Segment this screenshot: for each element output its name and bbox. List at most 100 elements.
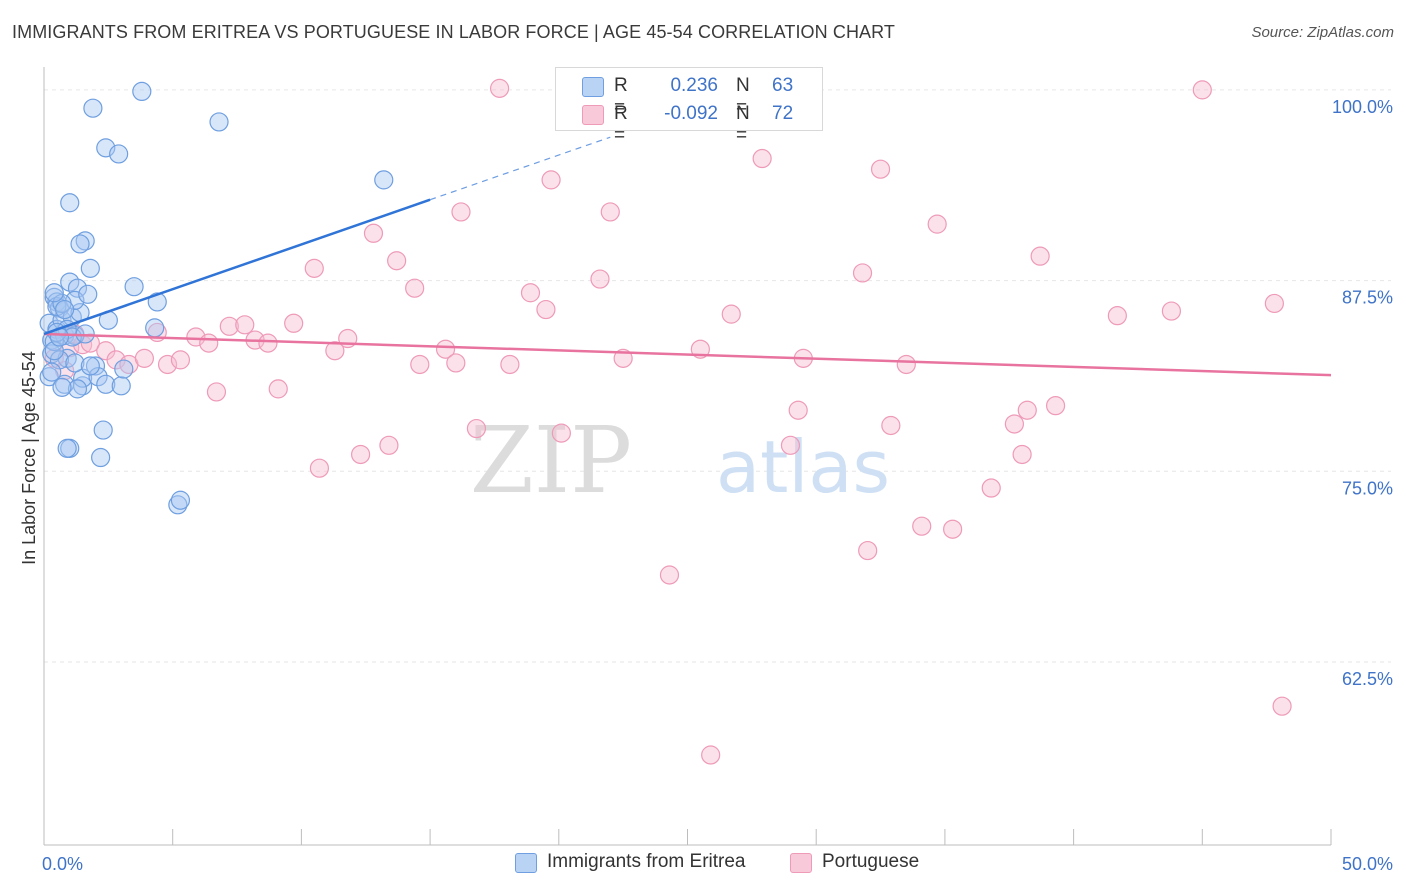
portuguese-point-40 bbox=[541, 170, 561, 190]
y-tick-labels: 100.0% 87.5% 75.0% 62.5% bbox=[1332, 97, 1393, 689]
watermark-atlas: atlas bbox=[716, 425, 890, 509]
eritrea-point-29 bbox=[124, 277, 144, 297]
eritrea-point-60 bbox=[80, 356, 100, 376]
eritrea-point-56 bbox=[54, 299, 75, 320]
eritrea-point-44 bbox=[49, 350, 70, 370]
portuguese-point-5 bbox=[80, 333, 100, 353]
n-value: 63 bbox=[772, 75, 794, 96]
portuguese-point-12 bbox=[170, 350, 191, 370]
eritrea-point-36 bbox=[132, 81, 152, 102]
portuguese-point-45 bbox=[659, 565, 680, 585]
series-eritrea-points bbox=[39, 81, 394, 515]
portuguese-point-21 bbox=[284, 313, 304, 333]
portuguese-trend-line bbox=[43, 332, 1332, 377]
portuguese-point-26 bbox=[351, 444, 371, 465]
portuguese-point-28 bbox=[379, 435, 399, 455]
eritrea-point-57 bbox=[65, 353, 85, 373]
eritrea-point-37 bbox=[145, 318, 165, 338]
portuguese-point-47 bbox=[701, 745, 721, 765]
portuguese-point-9 bbox=[134, 348, 154, 368]
portuguese-point-61 bbox=[943, 519, 963, 539]
n-label: N = bbox=[736, 75, 750, 118]
portuguese-point-65 bbox=[1017, 400, 1037, 420]
trend-lines bbox=[43, 136, 1332, 377]
x-tick-labels: 0.0% 50.0% bbox=[42, 854, 1393, 874]
portuguese-legend-swatch bbox=[790, 853, 812, 873]
n-value: 72 bbox=[772, 103, 794, 124]
eritrea-point-35 bbox=[60, 193, 80, 213]
portuguese-point-38 bbox=[520, 283, 541, 303]
eritrea-point-17 bbox=[67, 278, 88, 298]
portuguese-point-16 bbox=[219, 316, 239, 336]
portuguese-point-15 bbox=[206, 382, 227, 402]
eritrea-trend-line bbox=[43, 198, 431, 336]
eritrea-point-32 bbox=[83, 98, 103, 118]
eritrea-point-34 bbox=[70, 234, 90, 254]
eritrea-point-61 bbox=[44, 283, 64, 303]
r-label: R = bbox=[614, 103, 628, 146]
watermark: ZIP atlas bbox=[470, 407, 890, 514]
portuguese-point-42 bbox=[590, 269, 610, 289]
y-axis-label: In Labor Force | Age 45-54 bbox=[19, 351, 39, 565]
portuguese-point-14 bbox=[199, 333, 219, 353]
portuguese-point-22 bbox=[304, 258, 324, 278]
portuguese-point-34 bbox=[451, 202, 471, 222]
eritrea-point-19 bbox=[73, 368, 93, 388]
r-value: 0.236 bbox=[670, 75, 718, 96]
eritrea-legend-swatch bbox=[515, 853, 537, 873]
eritrea-point-27 bbox=[111, 376, 131, 396]
eritrea-point-28 bbox=[114, 359, 134, 379]
portuguese-point-23 bbox=[309, 458, 330, 478]
n-label: N = bbox=[736, 103, 750, 146]
portuguese-point-60 bbox=[927, 214, 947, 234]
eritrea-point-24 bbox=[96, 374, 116, 394]
eritrea-swatch bbox=[582, 77, 604, 97]
legend-label-eritrea: Immigrants from Eritrea bbox=[547, 851, 746, 872]
portuguese-point-59 bbox=[912, 516, 932, 536]
eritrea-point-48 bbox=[78, 284, 98, 304]
portuguese-point-72 bbox=[1272, 696, 1292, 716]
portuguese-point-50 bbox=[752, 148, 772, 169]
portuguese-point-33 bbox=[446, 353, 466, 373]
eritrea-point-41 bbox=[209, 112, 229, 132]
series-portuguese-points bbox=[44, 78, 1292, 765]
source-label: Source: ZipAtlas.com bbox=[1251, 24, 1394, 41]
portuguese-point-32 bbox=[435, 339, 456, 359]
portuguese-point-63 bbox=[1004, 414, 1024, 434]
portuguese-point-41 bbox=[551, 423, 571, 443]
eritrea-point-11 bbox=[60, 272, 80, 292]
portuguese-point-54 bbox=[852, 263, 873, 283]
r-value: -0.092 bbox=[664, 103, 718, 124]
portuguese-point-11 bbox=[157, 354, 178, 375]
portuguese-point-64 bbox=[1012, 444, 1032, 465]
portuguese-point-39 bbox=[536, 299, 556, 320]
portuguese-point-51 bbox=[780, 435, 801, 455]
portuguese-point-67 bbox=[1045, 396, 1066, 416]
eritrea-point-23 bbox=[93, 420, 113, 440]
legend-label-portuguese: Portuguese bbox=[822, 851, 920, 872]
y-tick-label-3: 62.5% bbox=[1342, 669, 1393, 689]
gridlines bbox=[44, 89, 1391, 663]
axes bbox=[43, 67, 1332, 846]
eritrea-point-33 bbox=[75, 231, 95, 251]
portuguese-point-27 bbox=[363, 223, 384, 243]
y-tick-label-2: 75.0% bbox=[1342, 478, 1393, 498]
portuguese-swatch bbox=[582, 105, 604, 125]
portuguese-point-66 bbox=[1030, 246, 1050, 266]
eritrea-point-62 bbox=[52, 377, 72, 397]
portuguese-point-56 bbox=[870, 159, 891, 179]
portuguese-point-20 bbox=[268, 379, 288, 399]
portuguese-point-48 bbox=[721, 304, 741, 324]
eritrea-point-16 bbox=[73, 376, 93, 396]
eritrea-point-40 bbox=[170, 490, 191, 510]
portuguese-point-69 bbox=[1161, 301, 1182, 321]
eritrea-point-22 bbox=[88, 367, 108, 387]
portuguese-point-70 bbox=[1192, 80, 1212, 100]
x-tick-label-1: 50.0% bbox=[1342, 854, 1393, 874]
portuguese-point-71 bbox=[1264, 293, 1284, 314]
chart-title: IMMIGRANTS FROM ERITREA VS PORTUGUESE IN… bbox=[12, 22, 896, 42]
eritrea-point-20 bbox=[80, 258, 100, 278]
portuguese-point-36 bbox=[489, 78, 510, 98]
portuguese-point-55 bbox=[858, 540, 878, 561]
